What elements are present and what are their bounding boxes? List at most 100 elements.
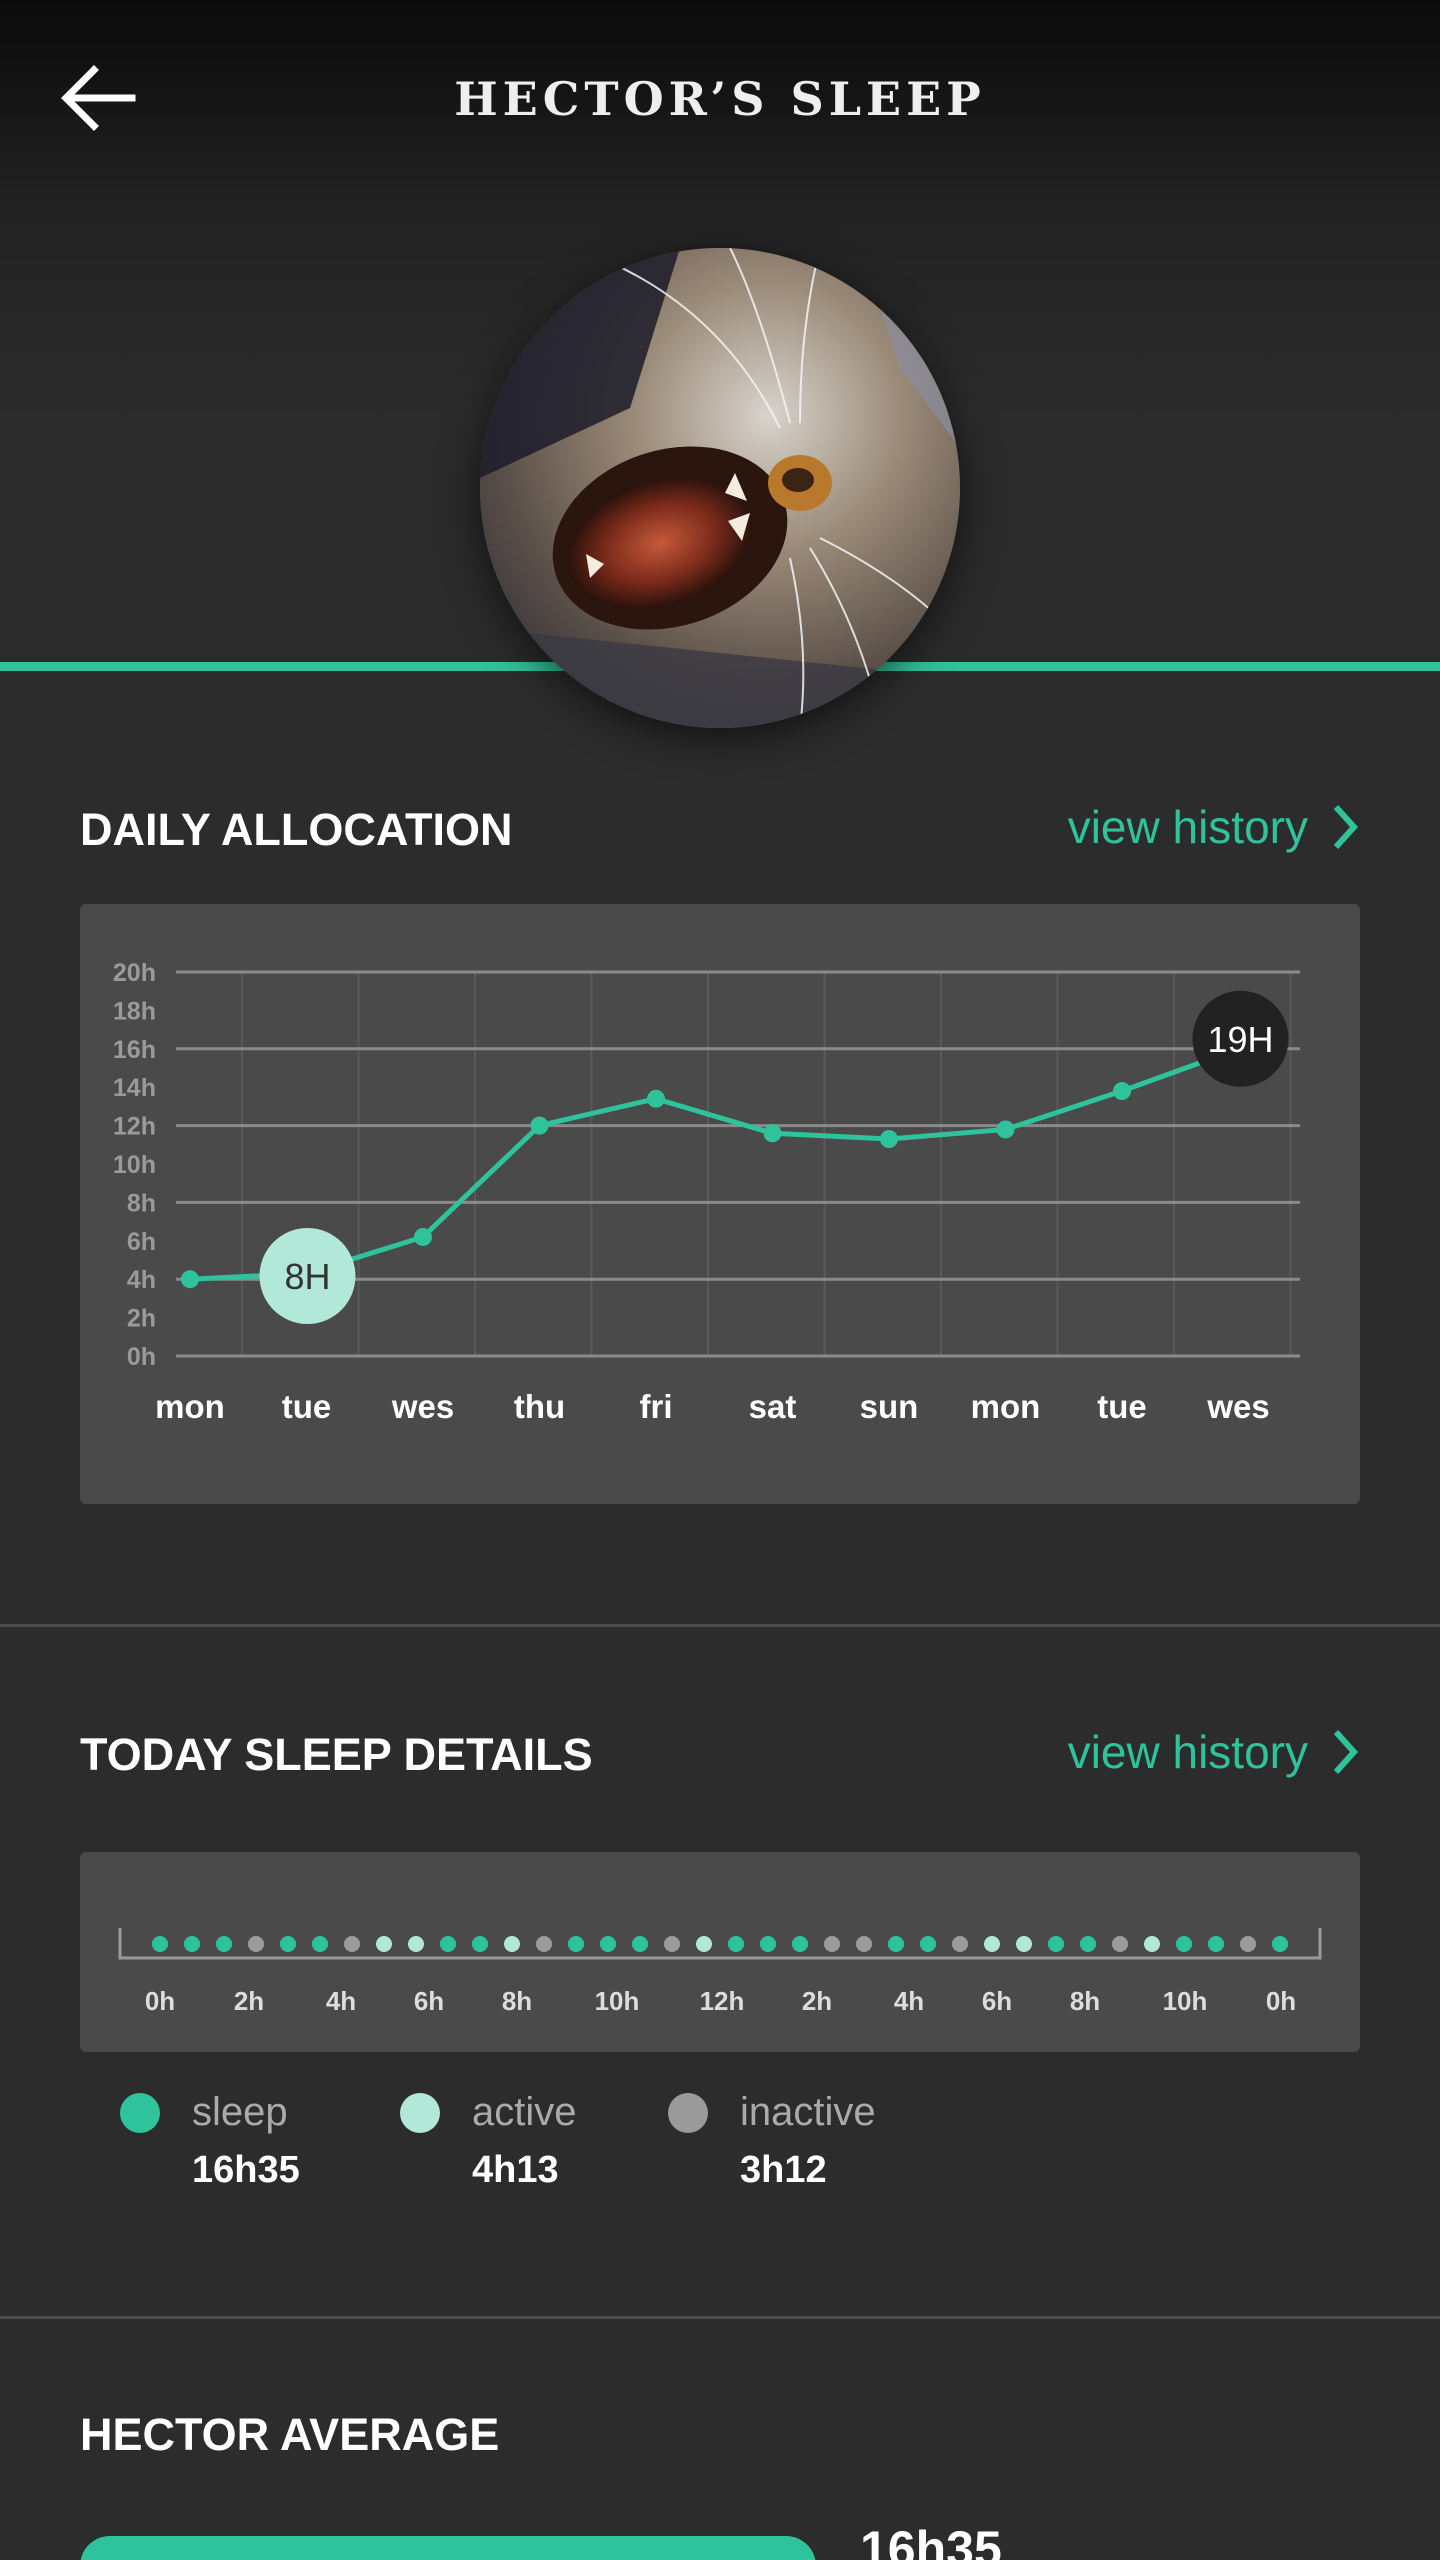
hour-label: 2h — [234, 1986, 264, 2016]
data-point — [530, 1116, 549, 1135]
legend-value: 4h13 — [472, 2149, 559, 2191]
timeline-dot-inactive — [824, 1936, 840, 1952]
average-bar — [80, 2536, 816, 2560]
timeline-dot-sleep — [312, 1936, 328, 1952]
timeline-dot-sleep — [152, 1936, 168, 1952]
timeline-dot-sleep — [216, 1936, 232, 1952]
sleep-timeline: 0h 2h 4h 6h 8h 10h 12h 2h 4h 6h 8h 10h 0h — [118, 1928, 1322, 2016]
timeline-dot-inactive — [952, 1936, 968, 1952]
x-tick-label: tue — [282, 1388, 332, 1425]
hour-label: 2h — [802, 1986, 832, 2016]
hour-label: 10h — [595, 1986, 640, 2016]
x-tick-label: mon — [155, 1388, 225, 1425]
timeline-dot-sleep — [632, 1936, 648, 1952]
avatar — [480, 248, 960, 728]
inactive-dot — [668, 2092, 708, 2133]
timeline-dot-active — [984, 1936, 1000, 1952]
timeline-dot-active — [696, 1936, 712, 1952]
hour-label: 6h — [414, 1986, 444, 2016]
y-tick-label: 8h — [127, 1189, 156, 1217]
hour-label: 8h — [502, 1986, 532, 2016]
timeline-dot-sleep — [920, 1936, 936, 1952]
x-tick-label: wes — [391, 1388, 454, 1425]
timeline-dot-sleep — [472, 1936, 488, 1952]
hector-average-title: HECTOR AVERAGE — [80, 2409, 500, 2460]
callout-bubble-light — [259, 1228, 356, 1324]
data-point — [181, 1270, 199, 1289]
timeline-dot-inactive — [856, 1936, 872, 1952]
data-point — [414, 1227, 432, 1246]
y-tick-label: 0h — [127, 1343, 156, 1371]
timeline-dot-inactive — [536, 1936, 552, 1952]
timeline-dot-sleep — [888, 1936, 904, 1952]
y-tick-label: 16h — [113, 1036, 156, 1064]
y-tick-label: 4h — [127, 1266, 156, 1294]
timeline-dot-sleep — [1208, 1936, 1224, 1952]
legend-label: active — [472, 2090, 577, 2134]
legend-value: 3h12 — [740, 2149, 827, 2191]
timeline-dot-sleep — [1272, 1936, 1288, 1952]
view-history-label: view history — [1067, 1726, 1308, 1778]
legend-label: inactive — [740, 2090, 876, 2134]
timeline-dot-sleep — [792, 1936, 808, 1952]
daily-allocation-chart: 0h 2h 4h 6h 8h 10h 12h 14h 16h 18h 20h mon tue wes thu… — [113, 959, 1300, 1425]
x-tick-label: fri — [640, 1388, 673, 1425]
x-tick-label: wes — [1206, 1388, 1269, 1425]
average-value: 16h35 — [860, 2521, 1002, 2560]
timeline-axis — [118, 1928, 1322, 1960]
x-tick-label: mon — [971, 1388, 1041, 1425]
view-history-label: view history — [1067, 801, 1308, 853]
timeline-dot-sleep — [600, 1936, 616, 1952]
daily-allocation-title: DAILY ALLOCATION — [80, 804, 513, 855]
today-timeline-card: 0h 2h 4h 6h 8h 10h 12h 2h 4h 6h 8h 10h 0h — [80, 1852, 1360, 2052]
legend-inactive: inactive 3h12 — [668, 2090, 876, 2192]
chevron-right-icon — [1333, 804, 1359, 850]
cat-photo — [480, 248, 960, 728]
timeline-dot-sleep — [728, 1936, 744, 1952]
timeline-dot-sleep — [1080, 1936, 1096, 1952]
data-point — [763, 1124, 782, 1143]
x-tick-label: sat — [749, 1388, 797, 1425]
series-line — [189, 1046, 1240, 1282]
hour-label: 0h — [1266, 1986, 1296, 2016]
timeline-dot-sleep — [760, 1936, 776, 1952]
hour-label: 0h — [145, 1986, 175, 2016]
x-tick-label: tue — [1097, 1388, 1147, 1425]
data-point — [996, 1120, 1015, 1139]
timeline-dot-sleep — [184, 1936, 200, 1952]
callout-label: 19H — [1207, 1019, 1273, 1060]
timeline-dot-inactive — [248, 1936, 264, 1952]
legend-label: sleep — [192, 2090, 288, 2134]
timeline-dot-sleep — [1048, 1936, 1064, 1952]
today-sleep-details-title: TODAY SLEEP DETAILS — [80, 1729, 593, 1780]
y-tick-label: 10h — [113, 1151, 156, 1179]
hour-label: 4h — [894, 1986, 924, 2016]
timeline-dot-active — [1144, 1936, 1160, 1952]
back-button[interactable] — [60, 58, 140, 138]
callout-bubble-dark — [1192, 990, 1289, 1087]
today-view-history-link[interactable]: view history — [1068, 1725, 1360, 1779]
legend-sleep: sleep 16h35 — [120, 2090, 300, 2192]
timeline-dot-active — [376, 1936, 392, 1952]
data-point — [647, 1089, 665, 1108]
timeline-dot-inactive — [664, 1936, 680, 1952]
legend-active: active 4h13 — [400, 2090, 577, 2192]
hour-label: 6h — [982, 1986, 1012, 2016]
daily-allocation-chart-card: 0h 2h 4h 6h 8h 10h 12h 14h 16h 18h 20h mon tue wes thu… — [80, 904, 1360, 1504]
y-tick-label: 14h — [113, 1074, 156, 1102]
data-point — [1113, 1082, 1131, 1101]
section-divider — [0, 1624, 1440, 1627]
hour-label: 12h — [700, 1986, 745, 2016]
active-dot — [400, 2092, 440, 2133]
y-tick-label: 18h — [113, 997, 156, 1025]
timeline-dot-sleep — [568, 1936, 584, 1952]
daily-view-history-link[interactable]: view history — [1068, 800, 1360, 854]
x-tick-label: thu — [514, 1388, 565, 1425]
timeline-dot-sleep — [440, 1936, 456, 1952]
y-tick-label: 12h — [113, 1113, 156, 1141]
timeline-dot-active — [408, 1936, 424, 1952]
y-tick-label: 2h — [127, 1305, 156, 1333]
legend-value: 16h35 — [192, 2149, 300, 2191]
timeline-dot-sleep — [280, 1936, 296, 1952]
hour-label: 4h — [326, 1986, 356, 2016]
